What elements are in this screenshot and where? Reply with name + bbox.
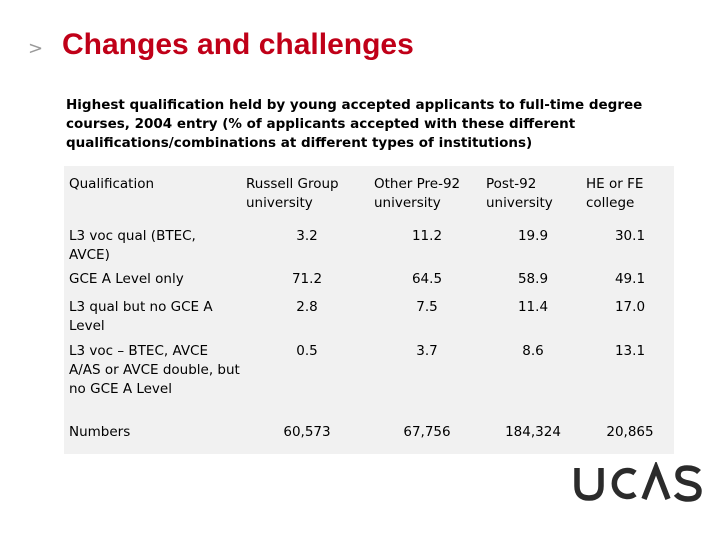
cell-post-92: 8.6 xyxy=(522,343,544,359)
row-label: GCE A Level only xyxy=(69,271,184,287)
header-post-92: Post-92 university xyxy=(486,176,553,211)
table-header-row: Qualification Russell Group university O… xyxy=(64,166,674,219)
table-background xyxy=(64,166,674,454)
cell-he-fe-college: 17.0 xyxy=(614,299,646,315)
slide-title: Changes and challenges xyxy=(62,28,414,61)
header-he-fe-college: HE or FE college xyxy=(586,176,644,211)
cell-russell-group: 60,573 xyxy=(283,424,331,440)
cell-russell-group: 2.8 xyxy=(296,299,318,315)
cell-russell-group: 0.5 xyxy=(296,343,318,359)
table-row: L3 voc qual (BTEC, AVCE) 3.2 11.2 19.9 3… xyxy=(64,219,674,267)
cell-he-fe-college: 49.1 xyxy=(614,271,646,287)
row-label: L3 voc – BTEC, AVCE A/AS or AVCE double,… xyxy=(69,343,240,397)
qualifications-table: Qualification Russell Group university O… xyxy=(64,166,674,444)
cell-he-fe-college: 30.1 xyxy=(614,228,646,244)
cell-post-92: 11.4 xyxy=(517,299,549,315)
row-label: L3 qual but no GCE A Level xyxy=(69,299,213,334)
cell-he-fe-college: 20,865 xyxy=(606,424,654,440)
table-caption: Highest qualification held by young acce… xyxy=(66,97,643,151)
cell-he-fe-college: 13.1 xyxy=(614,343,646,359)
cell-russell-group: 3.2 xyxy=(296,228,318,244)
cell-post-92: 184,324 xyxy=(505,424,561,440)
cell-russell-group: 71.2 xyxy=(291,271,323,287)
row-label: Numbers xyxy=(69,424,131,440)
cell-post-92: 19.9 xyxy=(517,228,549,244)
header-other-pre-92: Other Pre-92 university xyxy=(374,176,461,211)
table-row: L3 voc – BTEC, AVCE A/AS or AVCE double,… xyxy=(64,339,674,421)
header-qualification: Qualification xyxy=(69,176,155,192)
table-row: Numbers 60,573 67,756 184,324 20,865 xyxy=(64,421,674,444)
cell-other-pre-92: 11.2 xyxy=(411,228,443,244)
table-row: L3 qual but no GCE A Level 2.8 7.5 11.4 … xyxy=(64,294,674,339)
cell-other-pre-92: 64.5 xyxy=(411,271,443,287)
cell-post-92: 58.9 xyxy=(517,271,549,287)
chevron-icon: > xyxy=(28,38,44,59)
cell-other-pre-92: 7.5 xyxy=(416,299,438,315)
cell-other-pre-92: 67,756 xyxy=(403,424,451,440)
cell-other-pre-92: 3.7 xyxy=(416,343,438,359)
ucas-logo xyxy=(574,462,702,502)
table-row: GCE A Level only 71.2 64.5 58.9 49.1 xyxy=(64,267,674,294)
row-label: L3 voc qual (BTEC, AVCE) xyxy=(69,228,196,263)
header-russell-group: Russell Group university xyxy=(246,176,339,211)
